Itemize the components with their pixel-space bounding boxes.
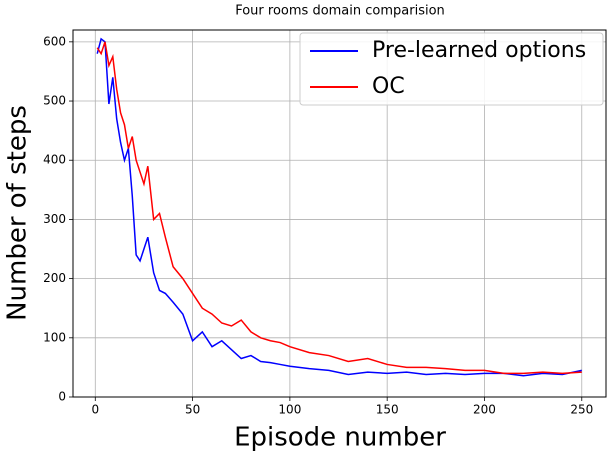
y-tick-label: 500: [43, 94, 66, 108]
y-tick-label: 100: [43, 330, 66, 344]
legend-label: Pre-learned options: [372, 38, 586, 63]
series-line: [96, 37, 582, 377]
x-tick-label: 150: [376, 403, 399, 417]
x-tick-label: 200: [473, 403, 496, 417]
y-tick-label: 0: [58, 390, 66, 404]
x-tick-label: 100: [278, 403, 301, 417]
legend-box: [299, 32, 604, 106]
y-tick-label: 200: [43, 271, 66, 285]
legend: Pre-learned options OC: [299, 32, 604, 106]
y-tick-label: 300: [43, 212, 66, 226]
chart-title: Four rooms domain comparision: [235, 4, 445, 19]
legend-label: OC: [372, 74, 405, 99]
y-tick-label: 400: [43, 153, 66, 167]
x-tick-label: 250: [570, 403, 593, 417]
series-line: [96, 41, 582, 375]
y-tick-label: 600: [43, 34, 66, 48]
x-tick-label: 0: [91, 403, 99, 417]
x-tick-label: 50: [185, 403, 200, 417]
y-axis-label: Number of steps: [3, 105, 33, 321]
x-axis-label: Episode number: [234, 423, 446, 453]
plot-frame: [72, 29, 607, 398]
